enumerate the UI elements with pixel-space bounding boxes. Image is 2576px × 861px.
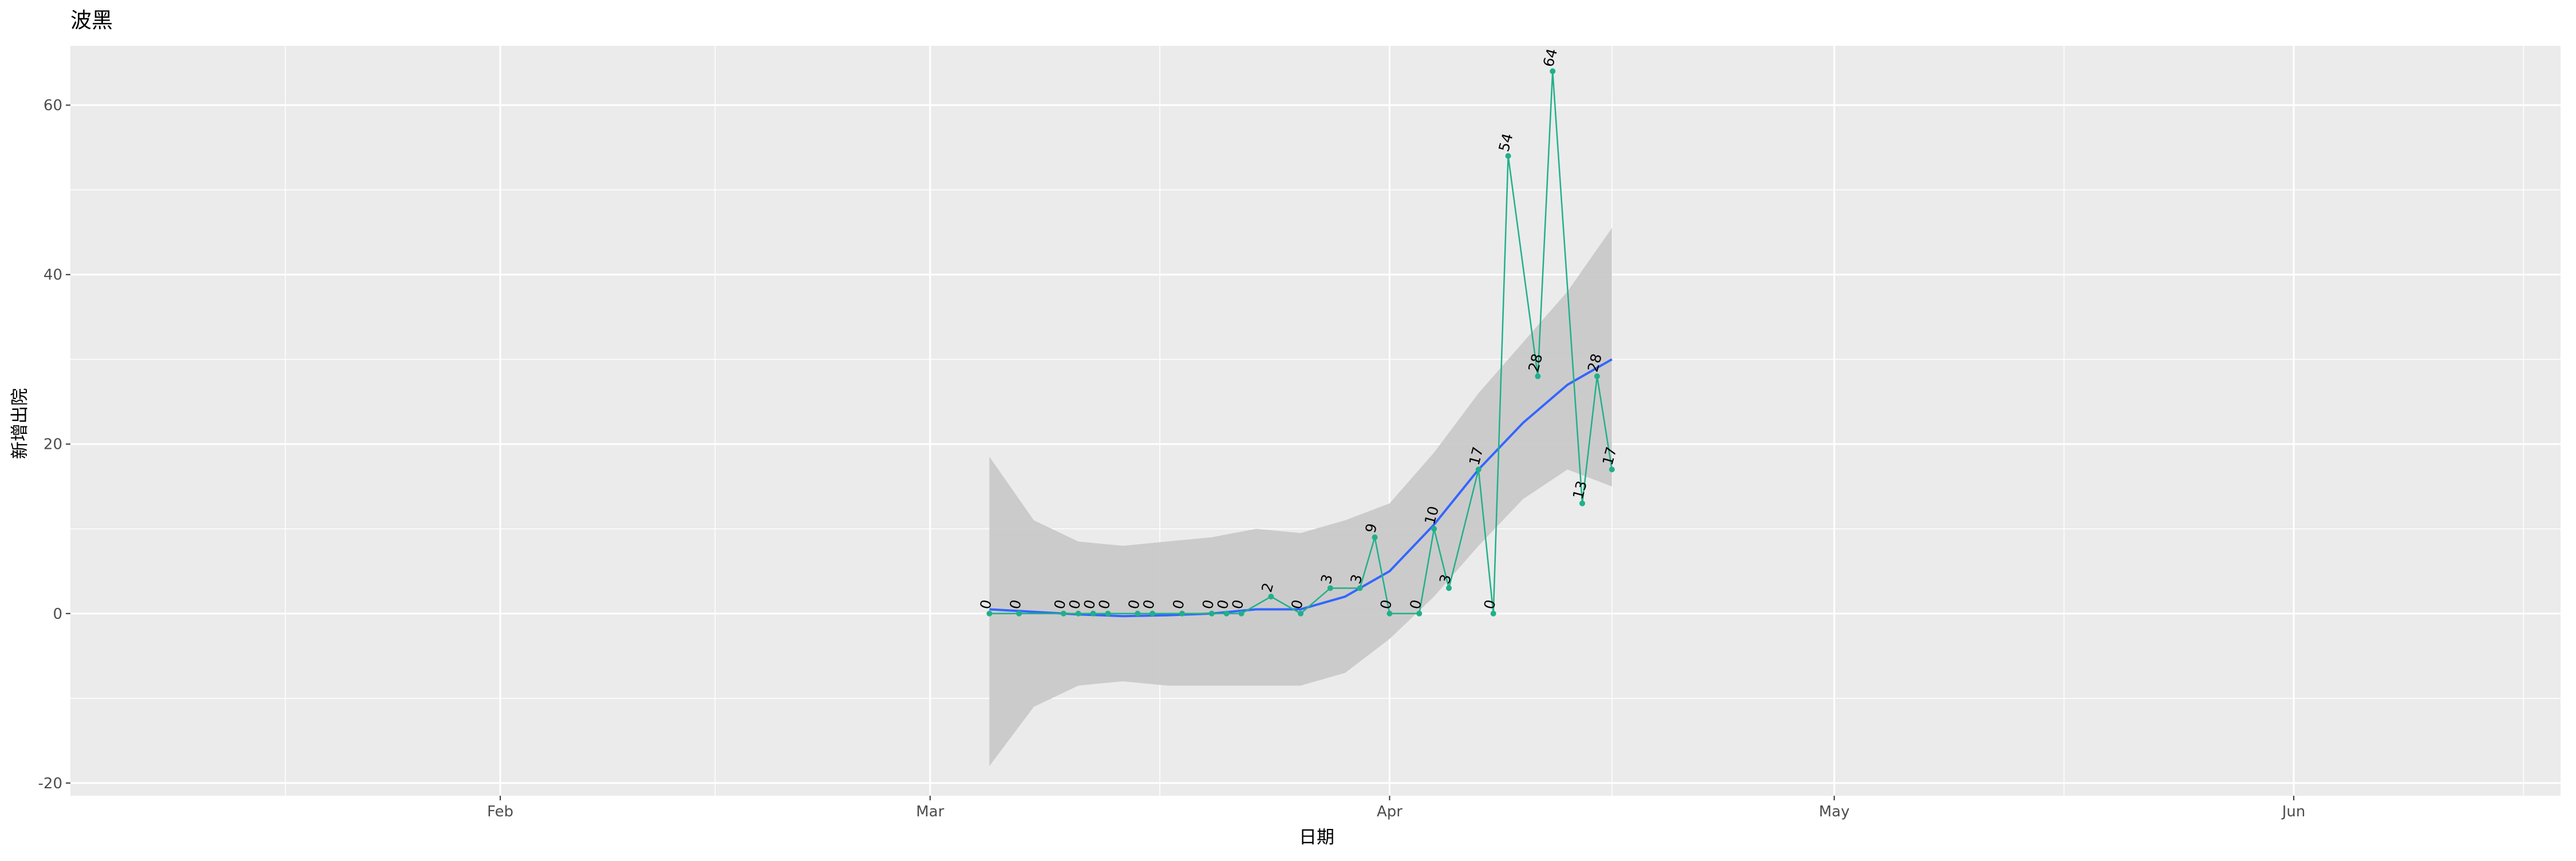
- x-tick-label: Feb: [487, 803, 513, 820]
- data-label: 0: [1406, 598, 1425, 611]
- data-label: 0: [1080, 598, 1099, 611]
- data-label: 0: [1170, 598, 1188, 611]
- data-point: [1268, 594, 1274, 600]
- data-point: [1223, 610, 1230, 617]
- data-point: [1535, 373, 1541, 380]
- y-axis-title: 新增出院: [10, 388, 30, 459]
- data-point: [1135, 610, 1141, 617]
- data-point: [1416, 610, 1423, 617]
- x-tick-label: Jun: [2281, 803, 2306, 820]
- data-label: 0: [1140, 598, 1158, 611]
- data-label: 0: [1125, 598, 1143, 611]
- data-label: 0: [1006, 598, 1025, 611]
- data-point: [1431, 526, 1437, 532]
- y-tick-label: 0: [53, 606, 62, 623]
- data-label: 3: [1318, 572, 1336, 586]
- data-label: 0: [1288, 598, 1306, 611]
- x-axis-title: 日期: [1299, 827, 1334, 848]
- data-point: [1372, 534, 1378, 540]
- y-tick-label: 60: [44, 97, 62, 114]
- data-label: 3: [1347, 572, 1365, 586]
- data-point: [1609, 467, 1615, 473]
- y-tick-label: 20: [44, 436, 62, 453]
- data-point: [1386, 610, 1393, 617]
- chart-title: 波黑: [70, 8, 113, 33]
- data-point: [1090, 610, 1096, 617]
- data-label: 0: [1095, 598, 1113, 611]
- data-point: [1298, 610, 1304, 617]
- data-label: 9: [1362, 522, 1380, 535]
- data-point: [1357, 585, 1363, 591]
- data-point: [1490, 610, 1496, 617]
- data-label: 0: [1480, 598, 1499, 611]
- data-point: [1208, 610, 1215, 617]
- data-label: 0: [1228, 598, 1247, 611]
- data-label: 0: [1065, 598, 1084, 611]
- confidence-band-layer: [989, 228, 1612, 767]
- data-point: [1149, 610, 1156, 617]
- confidence-band: [989, 228, 1612, 767]
- y-tick-label: -20: [38, 775, 62, 792]
- data-point: [1179, 610, 1185, 617]
- data-point: [1550, 68, 1556, 74]
- data-label: 3: [1436, 572, 1455, 586]
- data-point: [1505, 153, 1511, 159]
- data-point: [1446, 585, 1452, 591]
- data-label: 0: [1214, 598, 1232, 611]
- x-tick-label: Apr: [1377, 803, 1402, 820]
- data-point: [1060, 610, 1066, 617]
- x-tick-label: Mar: [916, 803, 944, 820]
- data-label: 2: [1258, 581, 1277, 594]
- data-point: [1075, 610, 1081, 617]
- data-label: 0: [977, 598, 995, 611]
- data-point: [1475, 467, 1481, 473]
- x-tick-label: May: [1819, 803, 1850, 820]
- plot-panel: [70, 46, 2561, 796]
- data-point: [1594, 373, 1600, 380]
- data-point: [986, 610, 993, 617]
- series-layer: [986, 68, 1615, 618]
- y-tick-label: 40: [44, 267, 62, 284]
- data-label: 0: [1199, 598, 1218, 611]
- data-label: 0: [1051, 598, 1069, 611]
- data-point: [1327, 585, 1333, 591]
- data-point: [1105, 610, 1111, 617]
- data-point: [1016, 610, 1022, 617]
- data-point: [1579, 500, 1586, 507]
- data-point: [1238, 610, 1244, 617]
- data-label: 0: [1377, 598, 1395, 611]
